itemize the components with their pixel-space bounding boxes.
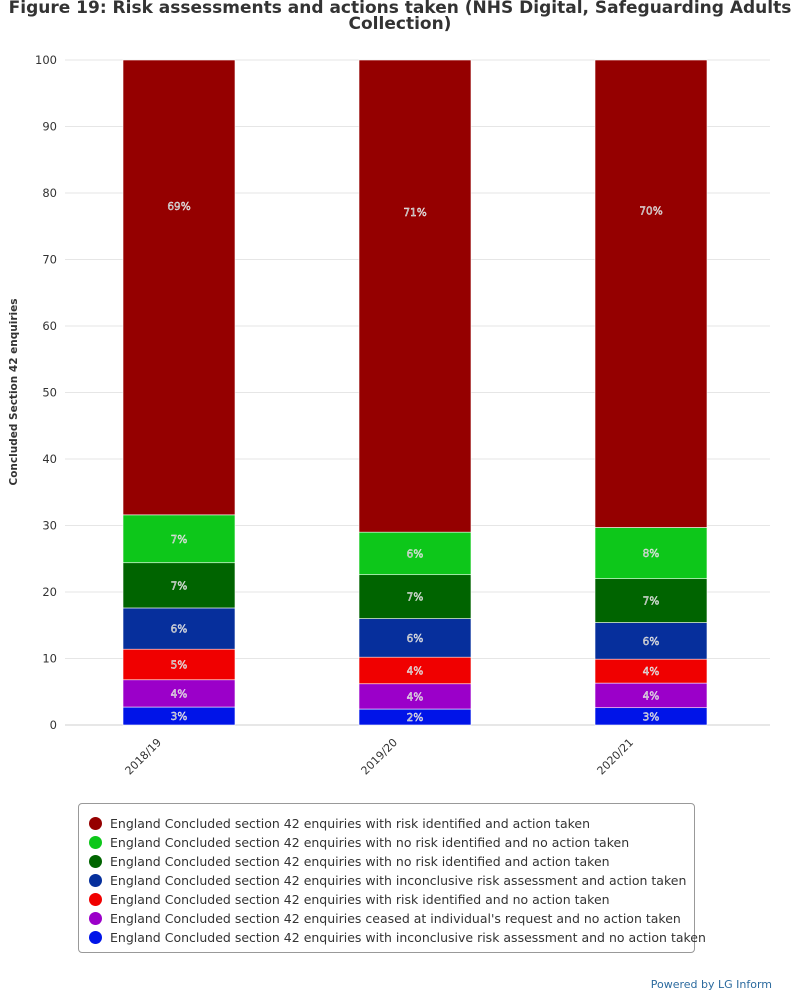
- chart-title-line-2: Collection): [348, 14, 452, 34]
- y-axis-tick-labels: 0 10 20 30 40 50 60 70 80 90 100: [35, 53, 57, 732]
- data-label: 5%: [171, 659, 188, 671]
- bar-segment[interactable]: [594, 527, 708, 579]
- data-label: 4%: [643, 690, 660, 702]
- legend-swatch: [89, 836, 102, 849]
- y-tick-label: 90: [42, 120, 57, 134]
- data-label: 6%: [643, 636, 660, 648]
- x-axis-tick-labels: 2018/19 2019/20 2020/21: [123, 736, 637, 778]
- data-label: 71%: [403, 207, 426, 219]
- data-label: 7%: [643, 596, 660, 608]
- legend-item[interactable]: England Concluded section 42 enquiries w…: [89, 890, 694, 909]
- bar-segment[interactable]: [122, 607, 236, 650]
- data-label: 6%: [407, 633, 424, 645]
- legend-label: England Concluded section 42 enquiries w…: [110, 892, 610, 907]
- bar-segment[interactable]: [358, 618, 472, 658]
- bar-segment[interactable]: [122, 562, 236, 609]
- stacked-bar-chart: 0 10 20 30 40 50 60 70 80 90 100 3% 4% 5% 6% 7% 7% 69% 2%…: [8, 53, 770, 778]
- bar-segment[interactable]: [122, 59, 236, 516]
- powered-by-link[interactable]: Powered by LG Inform: [650, 978, 772, 991]
- legend-label: England Concluded section 42 enquiries w…: [110, 873, 687, 888]
- bar-segment[interactable]: [358, 656, 472, 685]
- bar-segment[interactable]: [358, 59, 472, 533]
- legend-label: England Concluded section 42 enquiries w…: [110, 835, 630, 850]
- data-label: 7%: [171, 534, 188, 546]
- data-label: 3%: [171, 711, 188, 723]
- legend-swatch: [89, 893, 102, 906]
- legend-item[interactable]: England Concluded section 42 enquiries w…: [89, 852, 694, 871]
- y-tick-label: 20: [42, 585, 57, 599]
- y-tick-label: 0: [50, 718, 57, 732]
- chart-title-line-1: Figure 19: Risk assessments and actions …: [8, 0, 792, 18]
- legend-label: England Concluded section 42 enquiries w…: [110, 816, 591, 831]
- bar-segment[interactable]: [594, 578, 708, 623]
- x-tick-label: 2018/19: [123, 736, 165, 778]
- data-label: 6%: [171, 624, 188, 636]
- data-label: 69%: [167, 201, 190, 213]
- legend-swatch: [89, 874, 102, 887]
- data-label: 7%: [407, 592, 424, 604]
- legend-item[interactable]: England Concluded section 42 enquiries c…: [89, 909, 694, 928]
- y-tick-label: 30: [42, 519, 57, 533]
- legend-label: England Concluded section 42 enquiries c…: [110, 911, 681, 926]
- y-tick-label: 50: [42, 386, 57, 400]
- bar-segment[interactable]: [122, 514, 236, 564]
- bar-segment[interactable]: [122, 679, 236, 708]
- legend-swatch: [89, 931, 102, 944]
- data-label: 70%: [639, 205, 662, 217]
- data-label: 3%: [643, 711, 660, 723]
- data-label: 4%: [171, 688, 188, 700]
- legend-item[interactable]: England Concluded section 42 enquiries w…: [89, 833, 694, 852]
- x-tick-label: 2020/21: [595, 736, 637, 778]
- legend-label: England Concluded section 42 enquiries w…: [110, 930, 706, 945]
- legend-swatch: [89, 912, 102, 925]
- data-label: 2%: [407, 712, 424, 724]
- data-labels: 3% 4% 5% 6% 7% 7% 69% 2% 4% 4% 6% 7% 6% 71% 3% 4% 4% 6% 7%…: [167, 201, 663, 724]
- data-label: 6%: [407, 548, 424, 560]
- y-tick-label: 80: [42, 186, 57, 200]
- chart-title: Figure 19: Risk assessments and actions …: [0, 0, 800, 34]
- x-tick-label: 2019/20: [359, 736, 401, 778]
- legend-item[interactable]: England Concluded section 42 enquiries w…: [89, 871, 694, 890]
- y-tick-label: 100: [35, 53, 57, 67]
- y-tick-label: 70: [42, 253, 57, 267]
- legend-swatch: [89, 817, 102, 830]
- data-label: 4%: [643, 666, 660, 678]
- legend: England Concluded section 42 enquiries w…: [78, 803, 706, 953]
- data-label: 4%: [407, 665, 424, 677]
- legend-item[interactable]: England Concluded section 42 enquiries w…: [89, 814, 694, 833]
- y-axis-title: Concluded Section 42 enquiries: [8, 299, 20, 486]
- bar-segment[interactable]: [358, 531, 472, 576]
- bar-segment[interactable]: [358, 574, 472, 619]
- bar-segment[interactable]: [594, 682, 708, 709]
- data-label: 7%: [171, 580, 188, 592]
- y-tick-label: 10: [42, 652, 57, 666]
- data-label: 4%: [407, 691, 424, 703]
- bar-segment[interactable]: [594, 59, 708, 528]
- legend-item[interactable]: England Concluded section 42 enquiries w…: [89, 928, 706, 947]
- legend-swatch: [89, 855, 102, 868]
- bar-segment[interactable]: [594, 622, 708, 660]
- data-label: 8%: [643, 548, 660, 560]
- legend-label: England Concluded section 42 enquiries w…: [110, 854, 610, 869]
- y-tick-label: 40: [42, 452, 57, 466]
- bars: [122, 59, 708, 726]
- bar-segment[interactable]: [122, 648, 236, 681]
- y-tick-label: 60: [42, 319, 57, 333]
